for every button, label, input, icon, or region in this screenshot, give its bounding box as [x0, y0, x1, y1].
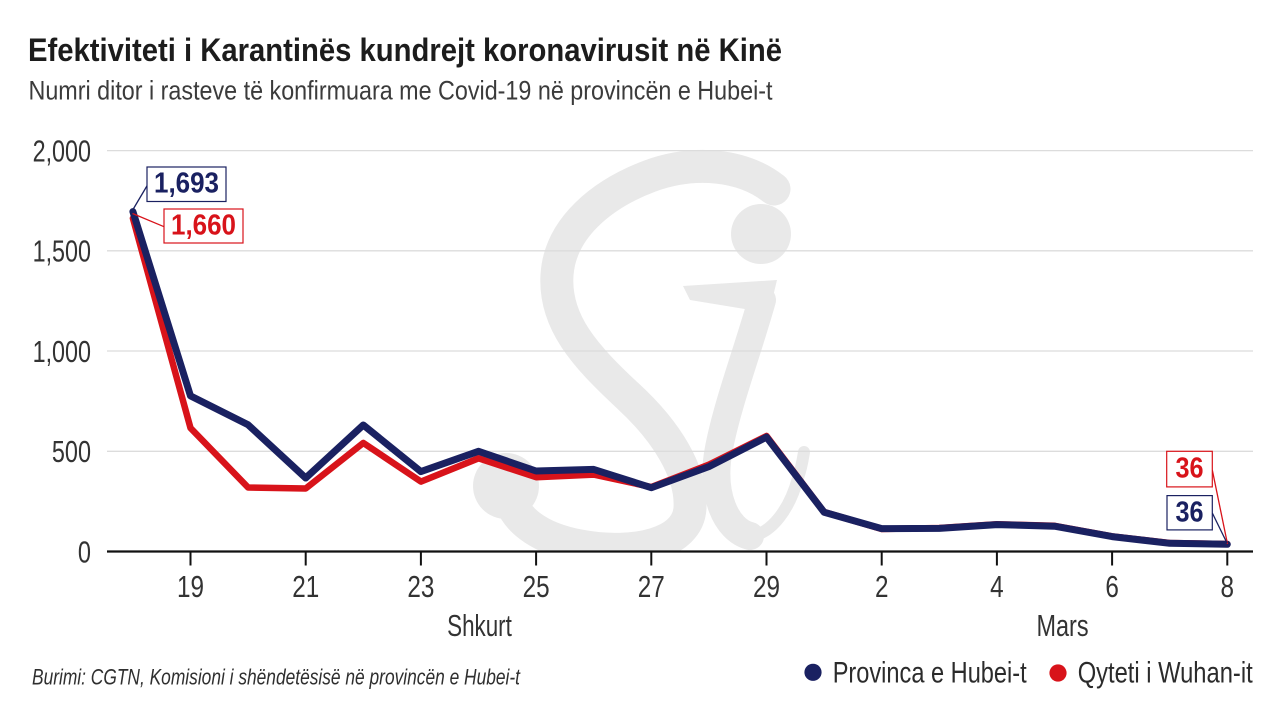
svg-text:6: 6 — [1105, 569, 1119, 604]
svg-text:21: 21 — [292, 569, 319, 604]
svg-text:Shkurt: Shkurt — [447, 608, 512, 643]
svg-text:Efektiviteti i Karantinës kund: Efektiviteti i Karantinës kundrejt koron… — [28, 32, 782, 68]
svg-text:1,500: 1,500 — [33, 234, 91, 269]
svg-text:1,660: 1,660 — [171, 210, 236, 242]
svg-text:500: 500 — [52, 434, 91, 469]
svg-text:23: 23 — [407, 569, 434, 604]
svg-text:1,000: 1,000 — [33, 334, 91, 369]
svg-text:Qyteti i Wuhan-it: Qyteti i Wuhan-it — [1078, 656, 1254, 689]
svg-text:8: 8 — [1221, 569, 1235, 604]
svg-text:Numri ditor i rasteve të konfi: Numri ditor i rasteve të konfirmuara me … — [29, 76, 773, 106]
svg-text:0: 0 — [78, 534, 91, 569]
svg-text:2: 2 — [875, 569, 889, 604]
svg-text:25: 25 — [523, 569, 550, 604]
svg-text:Mars: Mars — [1036, 608, 1088, 643]
svg-text:Provinca e Hubei-t: Provinca e Hubei-t — [833, 656, 1028, 689]
svg-text:4: 4 — [990, 569, 1004, 604]
svg-text:19: 19 — [177, 569, 204, 604]
svg-text:1,693: 1,693 — [154, 168, 219, 200]
svg-text:29: 29 — [753, 569, 780, 604]
svg-text:27: 27 — [638, 569, 665, 604]
svg-text:2,000: 2,000 — [33, 133, 91, 168]
svg-text:Burimi: CGTN, Komisioni i shën: Burimi: CGTN, Komisioni i shëndetësisë n… — [32, 665, 521, 690]
svg-text:36: 36 — [1176, 453, 1204, 485]
svg-text:36: 36 — [1176, 497, 1204, 529]
